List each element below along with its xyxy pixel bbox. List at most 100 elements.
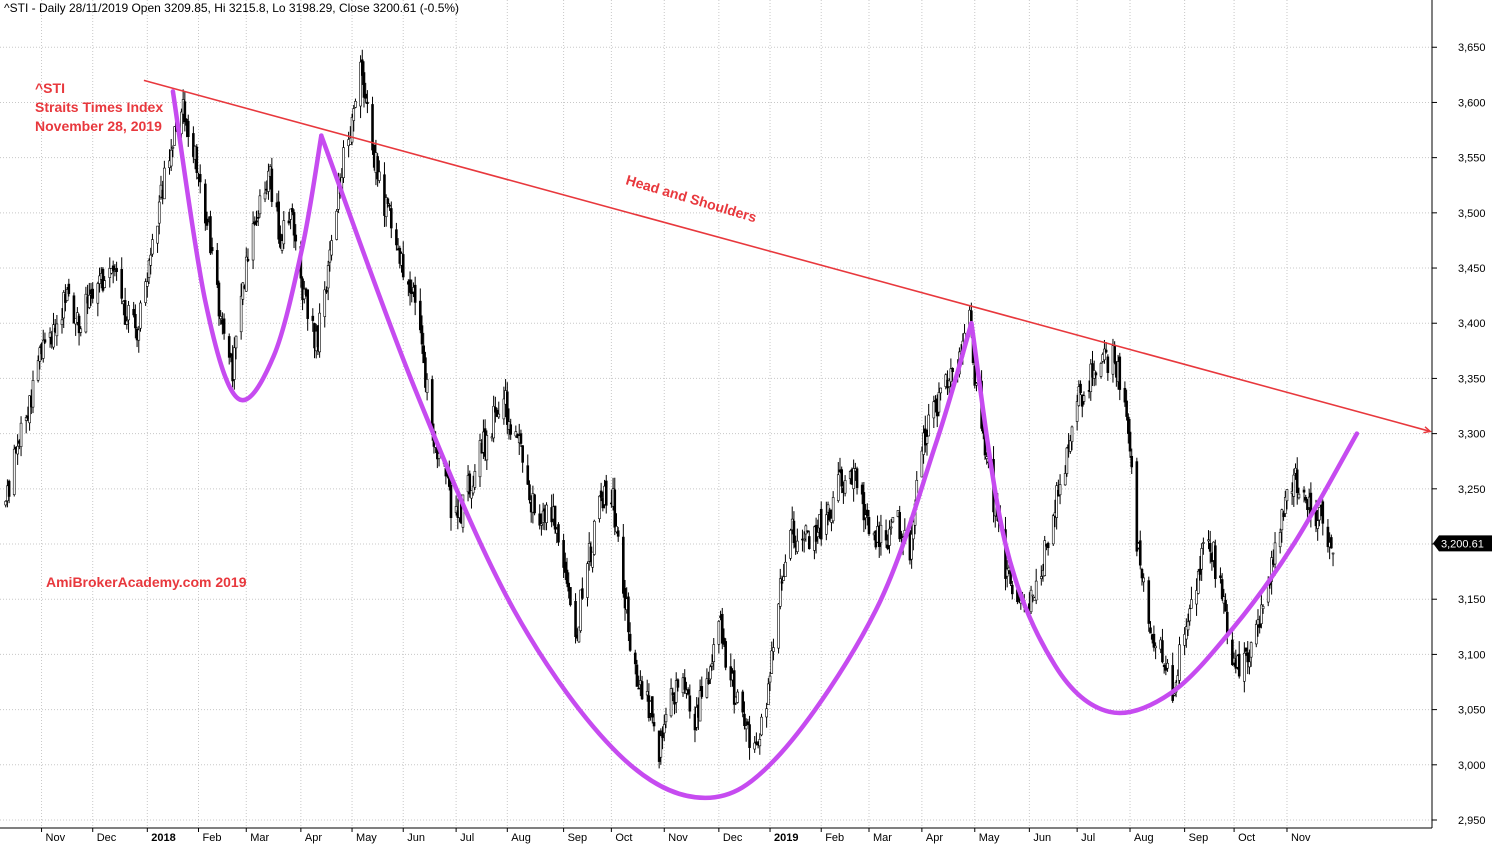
candle-body <box>1063 473 1067 486</box>
candle-body <box>383 174 386 216</box>
candle-body <box>84 293 88 333</box>
candle-body <box>949 368 953 383</box>
candle <box>676 678 680 692</box>
candle <box>1278 528 1282 554</box>
x-tick-label: Oct <box>615 832 632 844</box>
candle-body <box>1007 567 1011 571</box>
candle <box>951 367 954 382</box>
candle <box>149 247 153 275</box>
candle-body <box>664 713 668 723</box>
candle-body <box>973 365 977 386</box>
candle-body <box>171 146 175 149</box>
candle <box>640 675 644 700</box>
candle-body <box>1154 645 1157 649</box>
candle <box>204 179 207 231</box>
candle <box>645 679 649 702</box>
candle-body <box>364 93 367 99</box>
candle <box>1331 552 1335 567</box>
candle <box>1079 380 1082 396</box>
candle <box>492 395 495 443</box>
candle-body <box>1140 568 1144 579</box>
candle-body <box>244 256 248 292</box>
candle-body <box>255 220 258 223</box>
candle <box>311 308 315 332</box>
candle <box>743 701 746 730</box>
candle <box>538 504 542 530</box>
candle <box>1082 391 1086 405</box>
candle <box>806 530 809 534</box>
candle-body <box>1043 540 1047 576</box>
candle-body <box>267 170 270 192</box>
candle <box>865 503 869 526</box>
candle-body <box>62 292 66 319</box>
candle-body <box>767 683 770 705</box>
candle-body <box>669 688 673 717</box>
candle-body <box>565 569 569 584</box>
candle-body <box>557 524 560 543</box>
candle-body <box>395 229 398 246</box>
candle-body <box>342 147 345 178</box>
candle-body <box>1161 640 1164 663</box>
candle-body <box>350 117 354 143</box>
candle-body <box>1208 542 1212 552</box>
candle-body <box>1046 542 1050 549</box>
candle-body <box>352 108 356 121</box>
candle <box>867 509 871 537</box>
candle <box>289 208 292 230</box>
candle <box>557 522 560 546</box>
candle-body <box>1280 509 1284 531</box>
candle <box>485 430 489 470</box>
candle <box>277 190 280 244</box>
candle <box>244 247 248 292</box>
candle <box>292 209 296 249</box>
candle-body <box>1326 526 1330 547</box>
candle-body <box>485 435 489 461</box>
candle <box>1207 530 1210 550</box>
candle <box>473 464 477 490</box>
candle <box>782 563 785 581</box>
candle-body <box>1292 474 1296 497</box>
candle <box>219 310 222 325</box>
candle <box>137 325 141 353</box>
x-tick-label: Feb <box>202 832 221 844</box>
candle <box>802 531 806 553</box>
candle <box>1285 489 1289 510</box>
candle <box>41 329 45 363</box>
candle-body <box>277 201 280 240</box>
candle-body <box>1162 664 1166 667</box>
symbol-label: ^STI <box>35 80 65 96</box>
candle <box>1270 550 1273 595</box>
candle-body <box>637 687 640 690</box>
candle <box>253 216 257 226</box>
candle-body <box>545 504 548 523</box>
candle <box>886 534 890 551</box>
x-tick-label: Mar <box>250 832 269 844</box>
candle-body <box>156 225 159 244</box>
y-tick-label: 3,150 <box>1458 594 1486 606</box>
candle <box>724 638 727 671</box>
cup-curve <box>969 320 1360 716</box>
candle <box>470 490 473 509</box>
candle-body <box>792 520 796 544</box>
candle <box>1142 573 1145 592</box>
candle-body <box>371 104 374 151</box>
y-tick-label: 3,100 <box>1458 649 1486 661</box>
candle <box>1106 354 1110 381</box>
candle <box>120 257 124 305</box>
candle-body <box>1127 416 1130 434</box>
candle <box>765 702 768 728</box>
candle <box>401 241 405 281</box>
candle-body <box>366 101 369 104</box>
candle-body <box>1089 363 1093 393</box>
candle-body <box>1055 485 1058 518</box>
candle <box>1280 508 1284 543</box>
candle <box>717 619 721 654</box>
candle-body <box>898 512 901 540</box>
candle-body <box>1202 542 1205 544</box>
candle-body <box>975 383 978 386</box>
candle-body <box>806 530 809 533</box>
candle-body <box>1135 461 1139 552</box>
candle-body <box>748 724 751 748</box>
candle-body <box>1082 395 1086 402</box>
